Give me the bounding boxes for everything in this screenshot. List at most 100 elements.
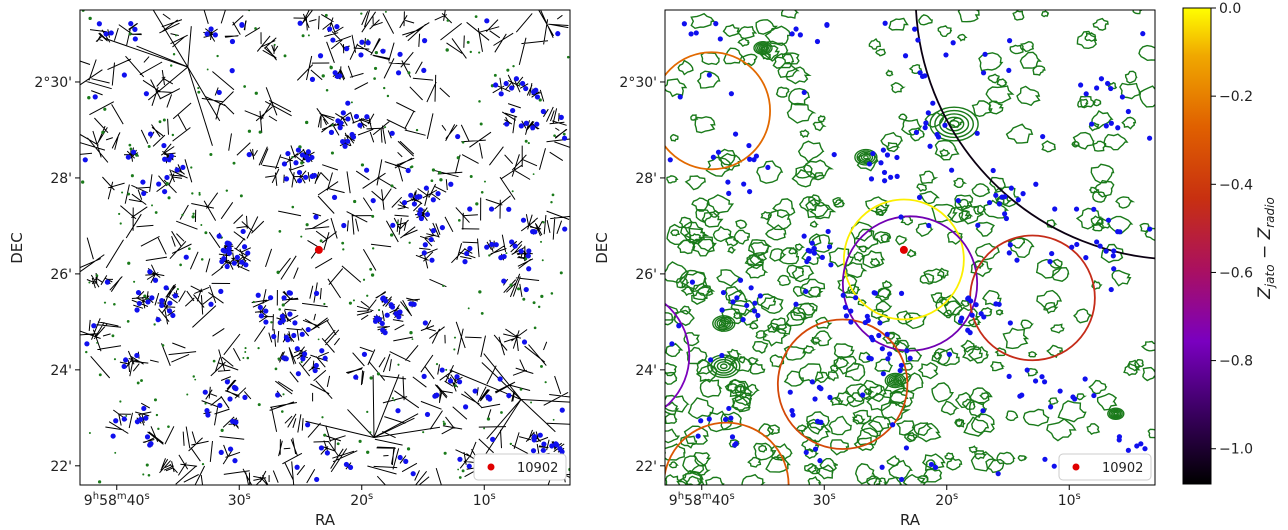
group-circle [665, 302, 691, 409]
contour-speck [467, 307, 470, 310]
galaxy-point [1020, 191, 1026, 197]
galaxy-point [790, 412, 796, 418]
contour-blob [732, 397, 751, 411]
contour-speck [438, 170, 442, 175]
voronoi-ray [147, 66, 189, 101]
contour-speck [317, 338, 320, 341]
contour-blob [684, 175, 706, 191]
galaxy-point [946, 351, 953, 357]
contour-speck [239, 194, 243, 198]
galaxy-point [233, 386, 239, 392]
voronoi-edge-path [80, 10, 570, 485]
galaxy-point [995, 471, 1001, 477]
contour-speck [411, 338, 414, 341]
contour-blob [1088, 186, 1100, 194]
galaxy-point [341, 222, 347, 229]
left-legend-label: 10902 [517, 461, 558, 476]
contour-blob [737, 37, 750, 47]
galaxy-point [884, 331, 890, 337]
contour-blob [791, 169, 817, 188]
contour-blob [719, 308, 743, 325]
contour-blob [996, 451, 1016, 465]
contour-blob [1050, 323, 1065, 334]
galaxy-point [561, 135, 568, 141]
colorbar-tick-label: −1.0 [1219, 442, 1253, 458]
galaxy-point [1078, 82, 1084, 88]
galaxy-point [1098, 76, 1105, 82]
contour-blob [956, 33, 968, 42]
galaxy-point [689, 279, 696, 285]
contour-speck [278, 230, 282, 233]
contour-speck [373, 66, 378, 71]
contour-blob [1072, 131, 1095, 150]
contour-blob [665, 413, 678, 424]
contour-speck [384, 126, 387, 129]
galaxy-point [868, 176, 875, 182]
contour-speck [431, 168, 436, 172]
galaxy-point [424, 211, 431, 218]
contour-blob [797, 140, 825, 163]
voronoi-ray [373, 374, 400, 438]
galaxy-point [1115, 229, 1121, 235]
contour-speck [517, 287, 521, 291]
y-tick-label: 2°30' [619, 75, 657, 91]
contour-blob [712, 225, 734, 243]
contour-speck [550, 201, 553, 204]
left-green-contours [81, 10, 570, 484]
galaxy-point [232, 458, 238, 464]
galaxy-point [287, 311, 293, 317]
contour-blob [874, 358, 894, 373]
galaxy-point [751, 308, 758, 314]
galaxy-point [730, 299, 736, 305]
contour-speck [88, 16, 92, 21]
galaxy-point [907, 355, 913, 361]
contour-ring [756, 43, 770, 53]
galaxy-point [814, 38, 821, 45]
contour-speck [409, 166, 413, 169]
contour-ring [753, 41, 773, 56]
colorbar-gradient [1182, 7, 1212, 485]
contour-blob [1016, 85, 1041, 107]
galaxy-point [710, 154, 716, 160]
contour-speck [114, 451, 117, 454]
contour-ring [890, 377, 900, 385]
galaxy-point [257, 304, 263, 311]
galaxy-point [390, 222, 396, 228]
galaxy-point [456, 379, 463, 385]
contour-blob [720, 411, 742, 431]
galaxy-point [695, 433, 701, 439]
contour-speck [509, 283, 513, 287]
galaxy-point [147, 131, 154, 137]
contour-blob [749, 362, 766, 375]
contour-speck [142, 473, 145, 476]
galaxy-point [418, 207, 424, 213]
galaxy-point [717, 36, 723, 42]
contour-blob [1139, 222, 1151, 233]
contour-speck [191, 192, 194, 195]
contour-speck [409, 331, 413, 335]
contour-blob [796, 424, 807, 432]
contour-speck [277, 357, 280, 360]
galaxy-point [294, 346, 300, 352]
contour-speck [488, 254, 491, 257]
galaxy-point [558, 114, 564, 120]
contour-blob [946, 457, 963, 471]
contour-blob [900, 215, 913, 226]
contour-blob [857, 299, 867, 307]
galaxy-point [894, 173, 900, 179]
contour-speck [278, 308, 281, 311]
contour-blob [803, 463, 817, 474]
galaxy-point [1040, 133, 1046, 140]
galaxy-point [161, 142, 167, 149]
contour-blob [1119, 82, 1141, 100]
contour-ring [934, 109, 974, 139]
galaxy-point [263, 319, 269, 325]
galaxy-point [224, 263, 230, 270]
contour-blob [922, 467, 943, 483]
contour-blob [919, 190, 940, 205]
galaxy-point [729, 434, 736, 440]
contour-blob [806, 411, 831, 432]
galaxy-point [159, 298, 165, 304]
galaxy-point [295, 147, 301, 153]
